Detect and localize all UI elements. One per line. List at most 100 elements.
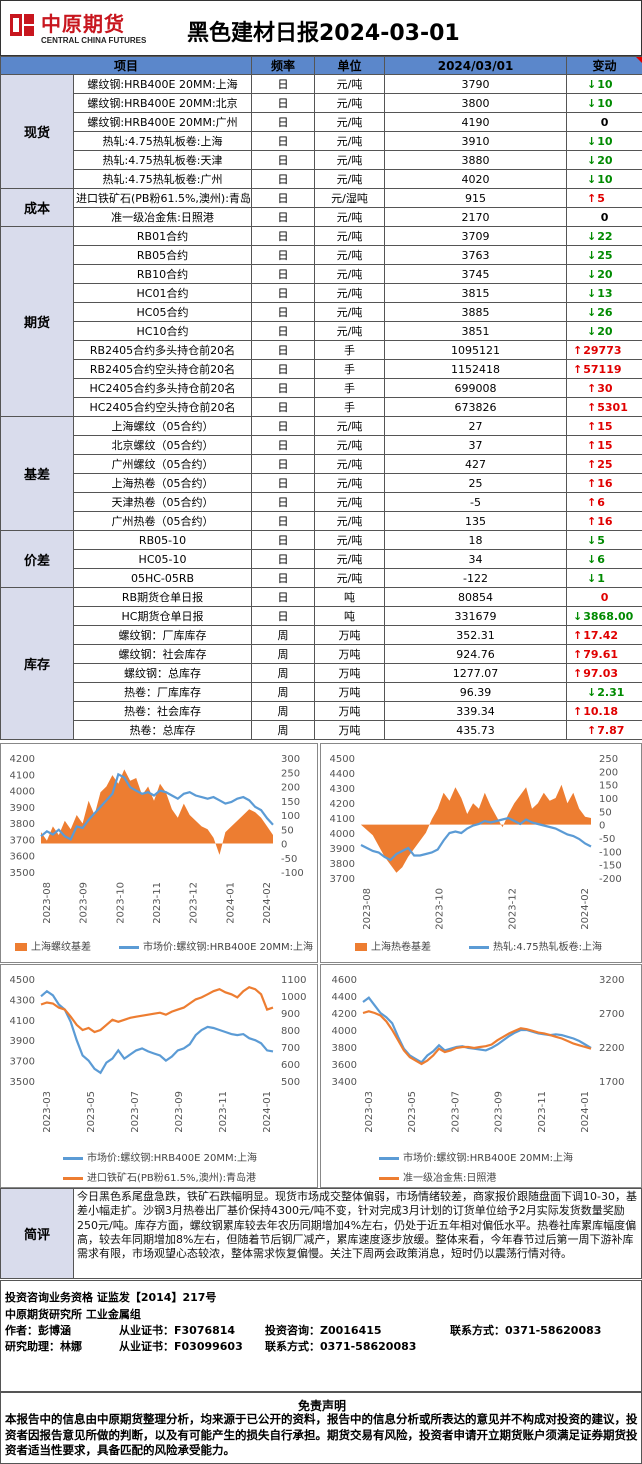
value-cell: 4190 <box>384 112 568 132</box>
arrow-up-icon: ↑ <box>587 381 597 395</box>
change-cell: ↑30 <box>566 378 642 398</box>
value-cell: 3709 <box>384 226 568 246</box>
unit-cell: 元/吨 <box>314 435 386 455</box>
y-left-tick-label: 4200 <box>10 754 35 765</box>
change-cell: ↑16 <box>566 473 642 493</box>
y-left-tick-label: 3600 <box>332 1060 357 1071</box>
arrow-down-icon: ↓ <box>587 267 597 281</box>
arrow-up-icon: ↑ <box>573 647 583 661</box>
freq-cell: 日 <box>251 435 316 455</box>
y-right-tick-label: 1100 <box>281 975 306 986</box>
y-left-tick-label: 3900 <box>10 1036 35 1047</box>
legend-swatch <box>379 1176 399 1180</box>
arrow-down-icon: ↓ <box>587 153 597 167</box>
x-tick-label: 2023-11 <box>152 882 163 924</box>
item-cell: HC10合约 <box>72 321 253 341</box>
y-right-tick-label: -50 <box>281 854 297 865</box>
series-line-1 <box>40 772 274 841</box>
value-cell: 3851 <box>384 321 568 341</box>
value-cell: 34 <box>384 549 568 569</box>
arrow-down-icon: ↓ <box>587 172 597 186</box>
x-tick-label: 2023-11 <box>537 1091 548 1133</box>
y-left-tick-label: 3600 <box>10 852 35 863</box>
y-left-tick-label: 4300 <box>10 995 35 1006</box>
item-cell: 螺纹钢:HRB400E 20MM:北京 <box>72 93 253 113</box>
review-label: 简评 <box>1 1189 74 1278</box>
arrow-down-icon: ↓ <box>587 229 597 243</box>
change-cell: ↑57119 <box>566 359 642 379</box>
value-cell: 18 <box>384 530 568 550</box>
y-right-tick-label: 250 <box>599 754 618 765</box>
unit-cell: 元/吨 <box>314 150 386 170</box>
change-cell: 0 <box>566 587 642 607</box>
freq-cell: 日 <box>251 112 316 132</box>
value-cell: 2170 <box>384 207 568 227</box>
value-cell: 3800 <box>384 93 568 113</box>
freq-cell: 日 <box>251 378 316 398</box>
y-right-tick-label: 600 <box>281 1060 300 1071</box>
y-left-tick-label: 3400 <box>332 1077 357 1088</box>
change-cell: ↓20 <box>566 264 642 284</box>
arrow-up-icon: ↑ <box>587 438 597 452</box>
item-cell: 进口铁矿石(PB粉61.5%,澳州):青岛港 <box>72 188 253 208</box>
x-tick-label: 2023-12 <box>507 888 518 930</box>
freq-cell: 周 <box>251 701 316 721</box>
unit-cell: 元/吨 <box>314 169 386 189</box>
x-tick-label: 2023-05 <box>407 1091 418 1133</box>
table-row: 热轧:4.75热轧板卷:天津日元/吨 3880 ↓20 <box>1 150 642 170</box>
table-header-row: 项目 频率 单位 2024/03/01 变动 <box>0 56 642 75</box>
change-cell: ↓2.31 <box>566 682 642 702</box>
item-cell: RB2405合约多头持仓前20名 <box>72 340 253 360</box>
freq-cell: 日 <box>251 568 316 588</box>
change-value: 57119 <box>583 362 622 376</box>
unit-cell: 元/吨 <box>314 302 386 322</box>
change-value: 7.87 <box>597 723 625 737</box>
logo-en-text: CENTRAL CHINA FUTURES <box>41 36 147 45</box>
change-value: 20 <box>597 324 613 338</box>
y-left-tick-label: 3700 <box>10 835 35 846</box>
item-cell: 热卷：社会库存 <box>72 701 253 721</box>
legend-series-1: 上海热卷基差 <box>355 938 431 953</box>
change-value: 1 <box>597 571 605 585</box>
freq-cell: 日 <box>251 530 316 550</box>
change-cell: ↑5301 <box>566 397 642 417</box>
item-cell: 热轧:4.75热轧板卷:上海 <box>72 131 253 151</box>
value-cell: 3763 <box>384 245 568 265</box>
item-cell: RB2405合约空头持仓前20名 <box>72 359 253 379</box>
table-row: RB10合约日元/吨 3745 ↓20 <box>1 264 642 284</box>
value-cell: 135 <box>384 511 568 531</box>
item-cell: HC05-10 <box>72 549 253 569</box>
table-row: HC2405合约多头持仓前20名日手 699008 ↑30 <box>1 378 642 398</box>
legend-series-2: 市场价:螺纹钢:HRB400E 20MM:上海 <box>119 938 313 953</box>
value-cell: 80854 <box>384 587 568 607</box>
change-value: 15 <box>597 419 613 433</box>
item-cell: 上海螺纹（05合约） <box>72 416 253 436</box>
category-cell: 库存 <box>0 587 74 740</box>
arrow-up-icon: ↑ <box>573 343 583 357</box>
arrow-down-icon: ↓ <box>587 533 597 547</box>
freq-cell: 日 <box>251 397 316 417</box>
unit-cell: 手 <box>314 340 386 360</box>
qualification: 投资咨询业务资格 证监发【2014】217号 <box>5 1291 217 1304</box>
value-cell: 352.31 <box>384 625 568 645</box>
item-cell: HC2405合约空头持仓前20名 <box>72 397 253 417</box>
arrow-up-icon: ↑ <box>587 495 597 509</box>
report-header: 中原期货 CENTRAL CHINA FUTURES 黑色建材日报2024-03… <box>0 0 642 56</box>
change-value: 5 <box>597 533 605 547</box>
unit-cell: 万吨 <box>314 663 386 683</box>
table-row: 螺纹钢:HRB400E 20MM:广州日元/吨 4190 0 <box>1 112 642 132</box>
y-left-tick-label: 3500 <box>10 868 35 879</box>
y-right-tick-label: 50 <box>281 825 294 836</box>
x-tick-label: 2023-08 <box>42 882 53 924</box>
table-row: 成本 进口铁矿石(PB粉61.5%,澳州):青岛港日元/湿吨 915 ↑5 <box>0 188 642 227</box>
chart-rebar-basis-svg: 4200 4100 4000 3900 3800 3700 3600 3500 300 250 20… <box>10 754 304 924</box>
value-cell: 96.39 <box>384 682 568 702</box>
unit-cell: 元/吨 <box>314 473 386 493</box>
series-area-0 <box>361 784 591 873</box>
legend-series-2: 热轧:4.75热轧板卷:上海 <box>469 938 602 953</box>
y-right-tick-label: 0 <box>281 840 287 851</box>
unit-cell: 吨 <box>314 587 386 607</box>
arrow-up-icon: ↑ <box>573 628 583 642</box>
y-right-tick-label: 200 <box>281 783 300 794</box>
unit-cell: 手 <box>314 378 386 398</box>
